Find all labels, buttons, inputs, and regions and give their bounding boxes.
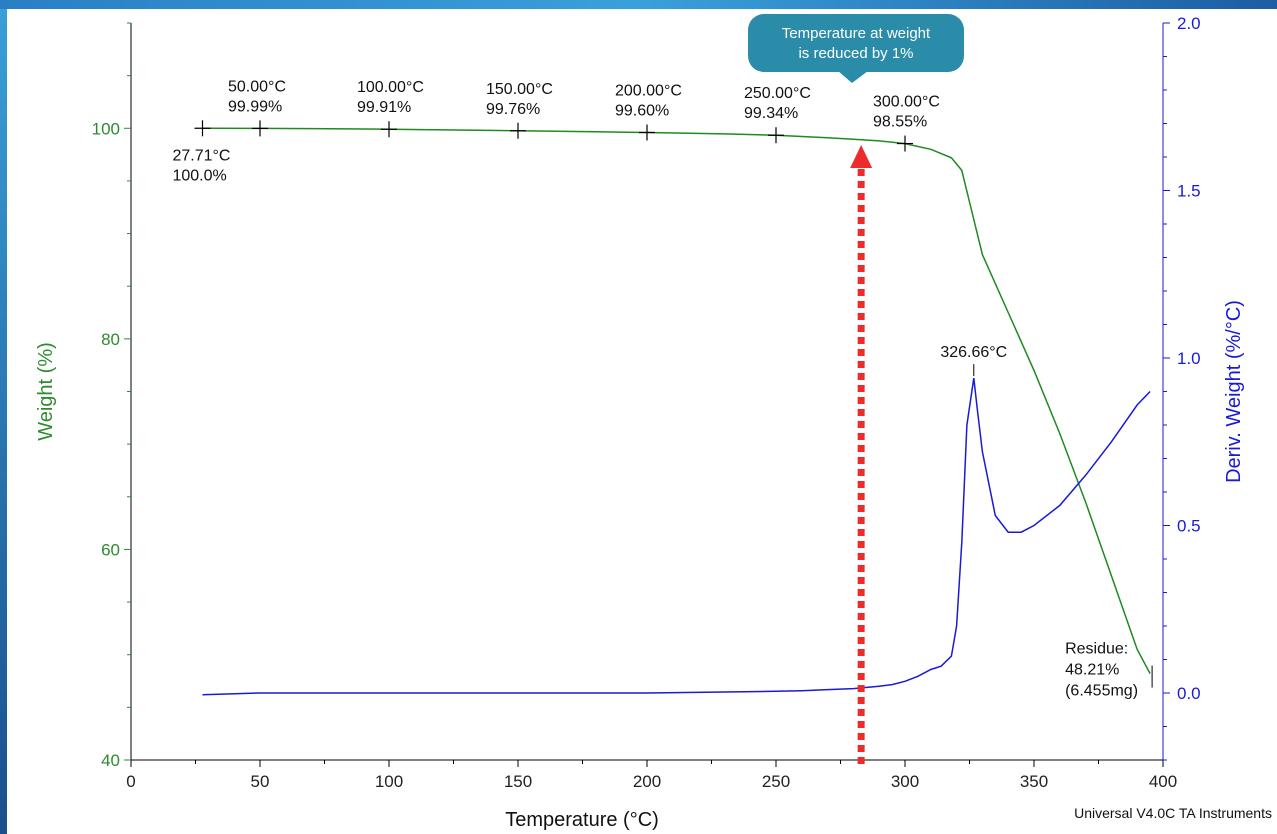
residue-label: Residue:	[1065, 641, 1128, 658]
frame-left-accent	[0, 0, 7, 834]
y2-tick-label: 1.0	[1177, 349, 1201, 368]
x-tick-label: 0	[126, 772, 135, 791]
y2-tick-label: 0.5	[1177, 517, 1201, 536]
residue-mass: (6.455mg)	[1065, 683, 1138, 700]
callout-pointer	[838, 71, 868, 83]
y-tick-label: 40	[101, 751, 120, 770]
y-tick-label: 80	[101, 330, 120, 349]
x-axis-title: Temperature (°C)	[505, 809, 659, 831]
weight-label-value: 99.34%	[744, 105, 798, 122]
y2-axis-title: Deriv. Weight (%/°C)	[1223, 300, 1245, 483]
onset-arrow-head	[850, 145, 873, 168]
x-tick-label: 400	[1149, 772, 1177, 791]
weight-label-value: 99.76%	[486, 101, 540, 118]
x-tick-label: 350	[1020, 772, 1048, 791]
peak-label: 326.66°C	[940, 344, 1007, 361]
x-tick-label: 100	[375, 772, 403, 791]
x-tick-label: 50	[251, 772, 270, 791]
x-tick-label: 150	[504, 772, 532, 791]
weight-label-value: 99.91%	[357, 99, 411, 116]
x-tick-label: 250	[762, 772, 790, 791]
callout-bubble	[748, 14, 964, 72]
weight-label-value: 99.99%	[228, 98, 282, 115]
weight-series-line	[202, 127, 1151, 674]
y2-tick-label: 2.0	[1177, 14, 1201, 33]
deriv-series-line	[202, 377, 1151, 696]
weight-label-value: 99.60%	[615, 102, 669, 119]
callout-text: Temperature at weight	[782, 25, 931, 42]
weight-label-temp: 27.71°C	[172, 147, 230, 164]
weight-label-temp: 100.00°C	[357, 79, 424, 96]
residue-value: 48.21%	[1065, 662, 1119, 679]
y-tick-label: 60	[101, 540, 120, 559]
weight-label-temp: 50.00°C	[228, 78, 286, 95]
frame-top-accent	[0, 0, 1277, 9]
y2-tick-label: 1.5	[1177, 182, 1201, 201]
instrument-footer: Universal V4.0C TA Instruments	[1074, 805, 1272, 821]
callout-text: is reduced by 1%	[798, 45, 913, 62]
weight-label-value: 98.55%	[873, 114, 927, 131]
y-axis-title: Weight (%)	[35, 342, 57, 441]
weight-label-temp: 150.00°C	[486, 81, 553, 98]
y2-tick-label: 0.0	[1177, 684, 1201, 703]
x-tick-label: 300	[891, 772, 919, 791]
weight-label-value: 100.0%	[172, 167, 226, 184]
weight-label-temp: 300.00°C	[873, 94, 940, 111]
x-tick-label: 200	[633, 772, 661, 791]
y-tick-label: 100	[92, 119, 120, 138]
weight-label-temp: 200.00°C	[615, 82, 682, 99]
weight-label-temp: 250.00°C	[744, 85, 811, 102]
